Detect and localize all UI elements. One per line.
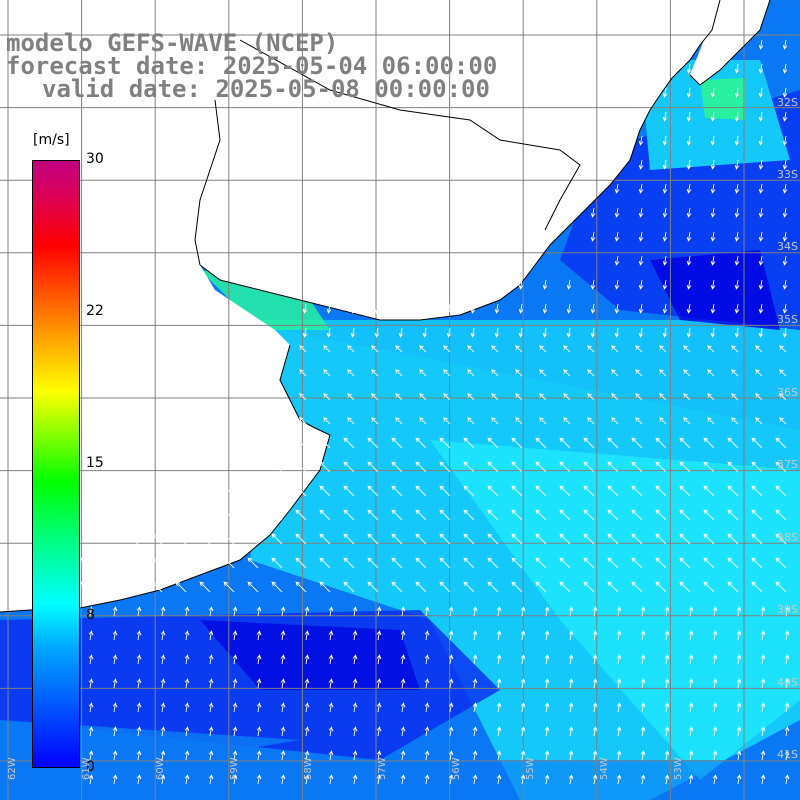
lon-label-57w: 57W <box>377 757 388 780</box>
lon-label-59w: 59W <box>229 757 240 780</box>
coastline <box>0 0 771 613</box>
lon-label-53w: 53W <box>673 757 684 780</box>
lat-label-38s: 38S <box>777 531 798 544</box>
land-mask <box>0 0 770 612</box>
colorbar <box>32 160 80 768</box>
lat-label-35s: 35S <box>777 313 798 326</box>
lat-label-39s: 39S <box>777 603 798 616</box>
lat-label-37s: 37S <box>777 458 798 471</box>
colorbar-tick-8: 8 <box>86 607 95 623</box>
title-valid-date: valid date: 2025-05-08 00:00:00 <box>42 75 490 103</box>
lon-label-62w: 62W <box>7 757 18 780</box>
colorbar-tick-15: 15 <box>86 455 104 471</box>
lon-label-56w: 56W <box>451 757 462 780</box>
title-forecast-date: forecast date: 2025-05-04 06:00:00 <box>6 52 498 80</box>
colorbar-tick-0: 0 <box>86 759 95 775</box>
lat-label-32s: 32S <box>777 96 798 109</box>
lat-label-36s: 36S <box>777 386 798 399</box>
lat-label-33s: 33S <box>777 168 798 181</box>
title-model: modelo GEFS-WAVE (NCEP) <box>6 29 339 57</box>
colorbar-tick-22: 22 <box>86 303 104 319</box>
lon-label-58w: 58W <box>303 757 314 780</box>
colorbar-unit: [m/s] <box>33 132 70 148</box>
lon-label-60w: 60W <box>155 757 166 780</box>
lat-label-40s: 40S <box>777 676 798 689</box>
colorbar-tick-30: 30 <box>86 151 104 167</box>
lat-label-41s: 41S <box>777 748 798 761</box>
lon-label-61w: 61W <box>81 757 92 780</box>
lon-label-54w: 54W <box>599 757 610 780</box>
lon-label-55w: 55W <box>525 757 536 780</box>
wind-direction-arrows <box>79 39 790 785</box>
lat-label-34s: 34S <box>777 240 798 253</box>
